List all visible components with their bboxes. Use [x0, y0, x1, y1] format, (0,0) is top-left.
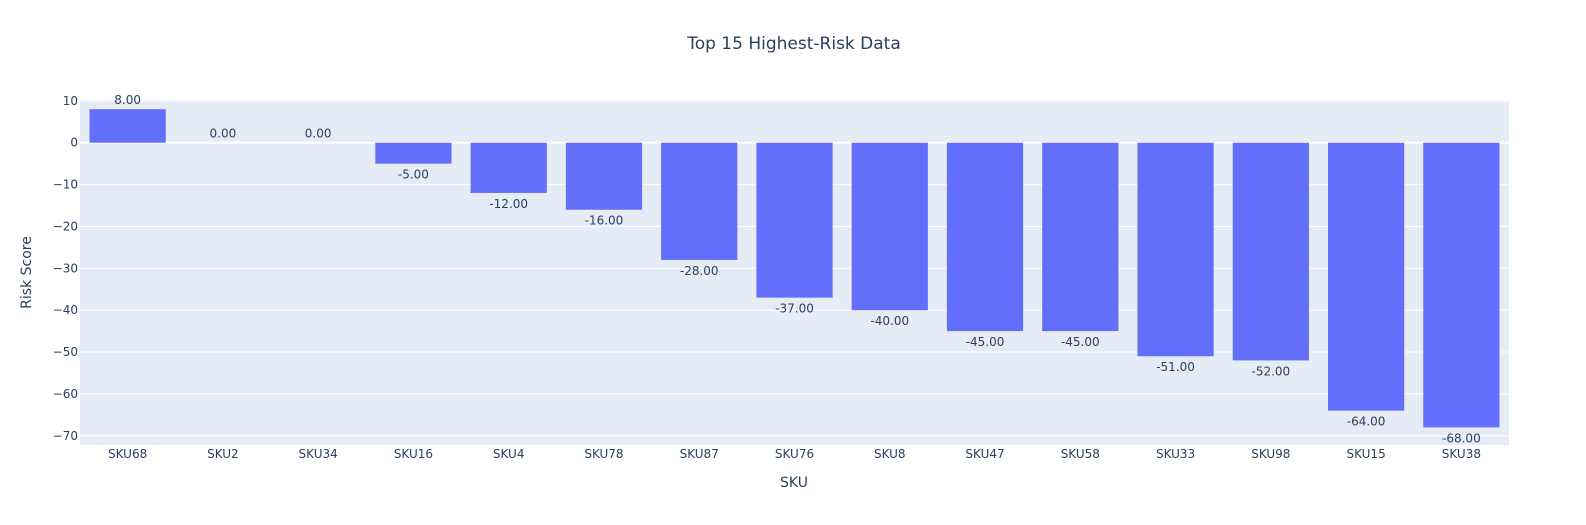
y-tick-label: 10 — [63, 94, 78, 108]
bar-sku98[interactable] — [1232, 142, 1309, 361]
x-tick-label: SKU58 — [1061, 447, 1100, 461]
data-label: 0.00 — [210, 127, 237, 141]
data-label: -37.00 — [775, 302, 814, 316]
bars — [89, 109, 1500, 428]
y-tick-label: −60 — [53, 387, 78, 401]
data-labels: 8.00 0.00 0.00 -5.00 -12.00 -16.00 -28.00 -37.0… — [114, 93, 1480, 445]
y-tick-label: −70 — [53, 429, 78, 443]
bar-sku38[interactable] — [1423, 142, 1500, 428]
bar-sku4[interactable] — [470, 142, 547, 193]
bar-sku87[interactable] — [661, 142, 738, 260]
x-axis-ticks: SKU68 SKU2 SKU34 SKU16 SKU4 SKU78 SKU87 SKU76 SK… — [108, 447, 1481, 461]
y-tick-label: −50 — [53, 345, 78, 359]
y-tick-label: −20 — [53, 219, 78, 233]
bar-sku58[interactable] — [1042, 142, 1119, 332]
data-label: 8.00 — [114, 93, 141, 107]
x-tick-label: SKU87 — [680, 447, 719, 461]
x-tick-label: SKU16 — [394, 447, 433, 461]
bar-sku78[interactable] — [565, 142, 643, 210]
y-axis-ticks: 10 0 −10 −20 −30 −40 −50 −60 −70 — [53, 94, 78, 443]
data-label: -64.00 — [1347, 415, 1386, 429]
data-label: -28.00 — [680, 264, 719, 278]
bar-sku15[interactable] — [1327, 142, 1405, 411]
x-tick-label: SKU34 — [299, 447, 338, 461]
bar-sku33[interactable] — [1137, 142, 1214, 357]
y-tick-label: −30 — [53, 261, 78, 275]
bar-sku76[interactable] — [756, 142, 833, 298]
data-label: -68.00 — [1442, 431, 1481, 445]
x-axis-title: SKU — [780, 475, 808, 491]
y-axis-title: Risk Score — [19, 236, 35, 309]
y-tick-label: −10 — [53, 178, 78, 192]
x-tick-label: SKU33 — [1156, 447, 1195, 461]
data-label: -12.00 — [489, 197, 528, 211]
bar-sku16[interactable] — [375, 142, 452, 164]
x-tick-label: SKU78 — [584, 447, 623, 461]
data-label: 0.00 — [305, 127, 332, 141]
data-label: -40.00 — [870, 314, 909, 328]
data-label: -52.00 — [1251, 364, 1290, 378]
x-tick-label: SKU68 — [108, 447, 147, 461]
data-label: -45.00 — [966, 335, 1005, 349]
x-tick-label: SKU38 — [1442, 447, 1481, 461]
chart-title: Top 15 Highest-Risk Data — [686, 34, 901, 54]
x-tick-label: SKU47 — [965, 447, 1004, 461]
y-tick-label: 0 — [70, 136, 78, 150]
x-tick-label: SKU2 — [207, 447, 239, 461]
data-label: -5.00 — [398, 168, 429, 182]
data-label: -45.00 — [1061, 335, 1100, 349]
x-tick-label: SKU8 — [874, 447, 906, 461]
x-tick-label: SKU4 — [493, 447, 525, 461]
x-tick-label: SKU76 — [775, 447, 814, 461]
y-tick-label: −40 — [53, 303, 78, 317]
x-tick-label: SKU98 — [1251, 447, 1290, 461]
bar-sku68[interactable] — [89, 109, 166, 143]
data-label: -16.00 — [585, 214, 624, 228]
bar-sku8[interactable] — [851, 142, 928, 311]
x-tick-label: SKU15 — [1346, 447, 1385, 461]
bar-sku47[interactable] — [946, 142, 1024, 332]
data-label: -51.00 — [1156, 360, 1195, 374]
